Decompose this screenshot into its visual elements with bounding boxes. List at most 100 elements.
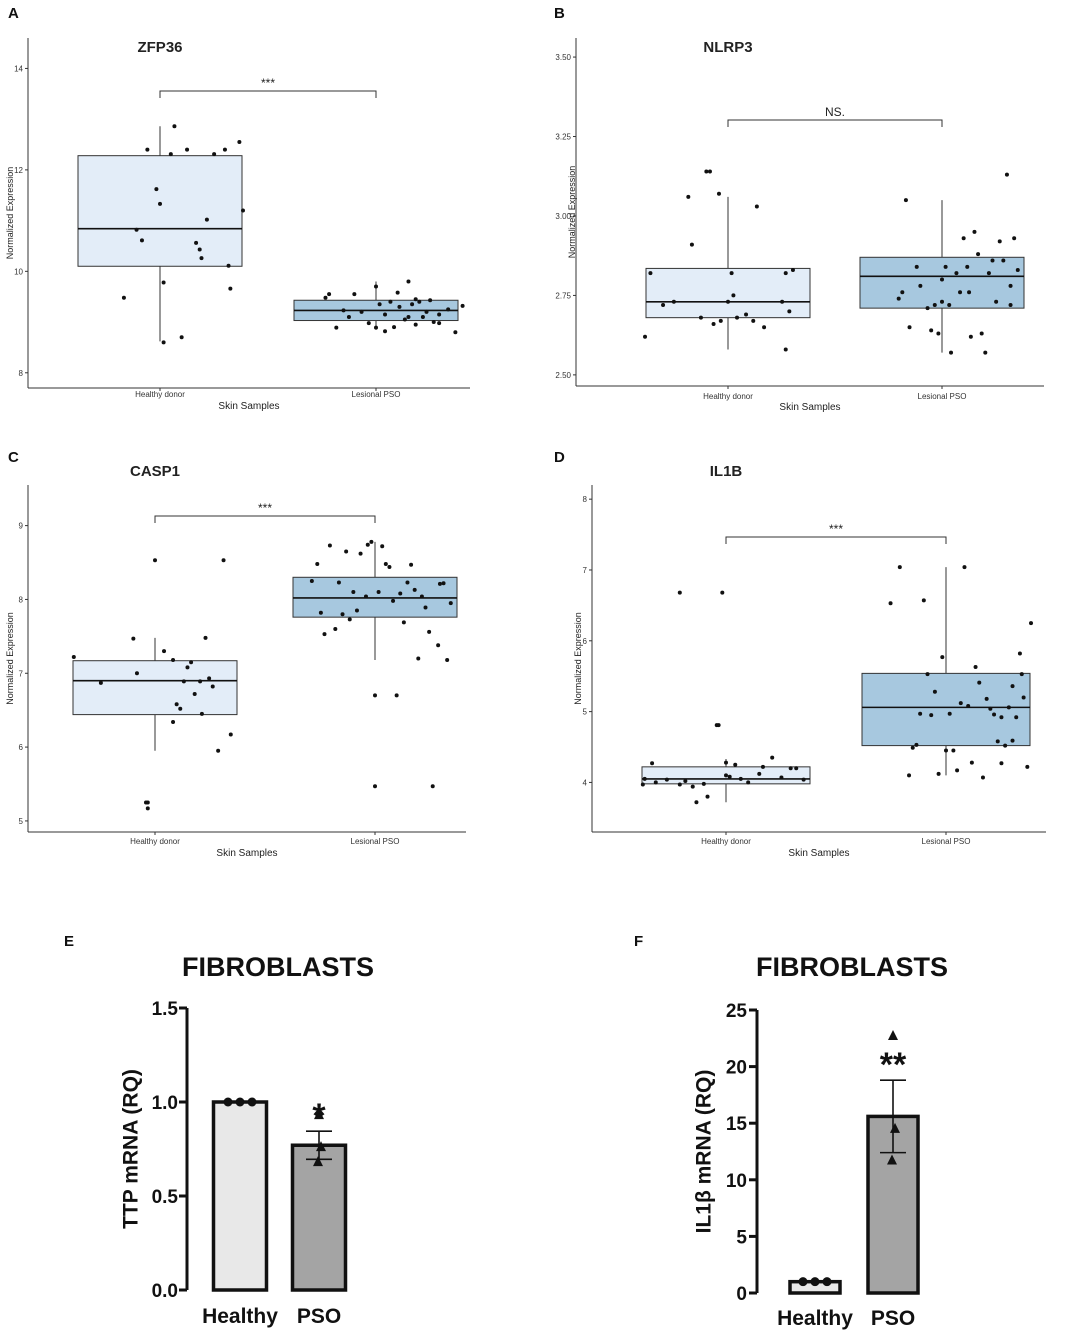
data-point [907,325,912,330]
data-point [363,594,368,599]
y-tick-label: 7 [19,669,24,678]
data-point [671,299,676,304]
data-point [921,598,926,603]
box-pso [859,256,1025,309]
data-point [145,806,150,811]
data-point [677,590,682,595]
data-point [179,335,184,340]
data-point [683,779,688,784]
data-point [757,771,762,776]
data-point [373,693,377,698]
data-point [154,187,159,192]
box-healthy [77,155,243,267]
x-tick-label: Lesional PSO [918,392,967,401]
data-point [801,777,806,782]
data-point [171,719,176,724]
data-point [794,766,799,771]
significance-label: * [312,1097,326,1135]
data-point [944,748,948,753]
data-point [409,562,414,567]
chart-title: NLRP3 [703,39,752,56]
data-point [1021,695,1026,700]
data-point [397,304,402,309]
data-point [724,760,728,765]
data-point [653,780,658,785]
chart-title: IL1B [710,463,743,480]
data-point [344,549,349,554]
significance-label: *** [829,522,843,536]
data-point [228,732,233,737]
data-point [744,312,749,317]
box-healthy [645,267,811,319]
y-tick-label: 3.00 [555,212,571,221]
data-point [153,558,157,563]
significance-bracket [725,536,947,544]
data-point [369,539,374,544]
data-point [437,321,442,326]
y-tick-label: 15 [726,1114,748,1135]
data-point [391,598,396,603]
data-point [888,601,893,606]
y-axis-label: IL1β mRNA (RQ) [692,1070,715,1234]
data-point [1008,302,1013,307]
data-point [1003,743,1008,748]
data-point [940,299,944,304]
y-tick-label: 2.75 [555,291,571,300]
data-point [189,660,194,665]
y-tick-label: 8 [583,495,588,504]
data-point [223,1097,233,1107]
data-point [161,280,166,285]
data-point [990,258,995,263]
data-point [966,703,971,708]
data-point [436,643,441,648]
y-tick-label: 9 [19,522,24,531]
data-point [643,334,648,339]
panel-d: D IL1B 4 5 6 7 8 Healthy donor Lesional PSO Skin … [554,449,1046,859]
data-point [995,739,1000,744]
data-point [698,315,703,320]
y-axis-label: Normalized Expression [5,167,15,260]
y-axis-label: TTP mRNA (RQ) [119,1069,142,1229]
data-point [374,325,378,330]
panel-letter: A [8,5,19,22]
data-point [976,252,981,257]
panel-letter: C [8,449,19,466]
data-point [729,271,734,276]
x-category-label: PSO [297,1305,341,1328]
panel-letter: F [634,933,643,950]
data-point [406,279,411,284]
data-point [788,766,793,771]
data-point [907,773,912,778]
data-point [984,696,989,701]
data-point [383,329,388,334]
data-point [416,656,421,661]
data-point [445,657,450,662]
data-point [958,701,963,706]
data-point [988,706,993,711]
data-point [323,295,328,300]
data-point [711,322,716,327]
data-point [735,315,740,320]
data-point [392,325,397,330]
data-point [327,292,332,297]
data-point [204,217,209,222]
panel-b: B NLRP3 2.50 2.75 3.00 3.25 3.50 Healthy donor L… [554,5,1044,413]
data-point [406,314,411,319]
data-point [780,299,785,304]
data-point [677,782,682,787]
data-point [405,580,410,585]
data-point [940,655,945,660]
data-point [212,152,217,157]
bar-healthy [211,1100,269,1292]
data-point [718,318,723,323]
data-point [896,296,901,301]
y-tick-label: 10 [14,267,23,276]
data-point [172,124,177,129]
data-point [783,347,788,352]
y-tick-label: 0.5 [152,1187,179,1208]
data-point [383,312,388,317]
data-point [932,302,937,307]
data-point [322,632,327,637]
x-tick-label: Healthy donor [135,390,185,399]
y-tick-label: 8 [19,369,24,378]
